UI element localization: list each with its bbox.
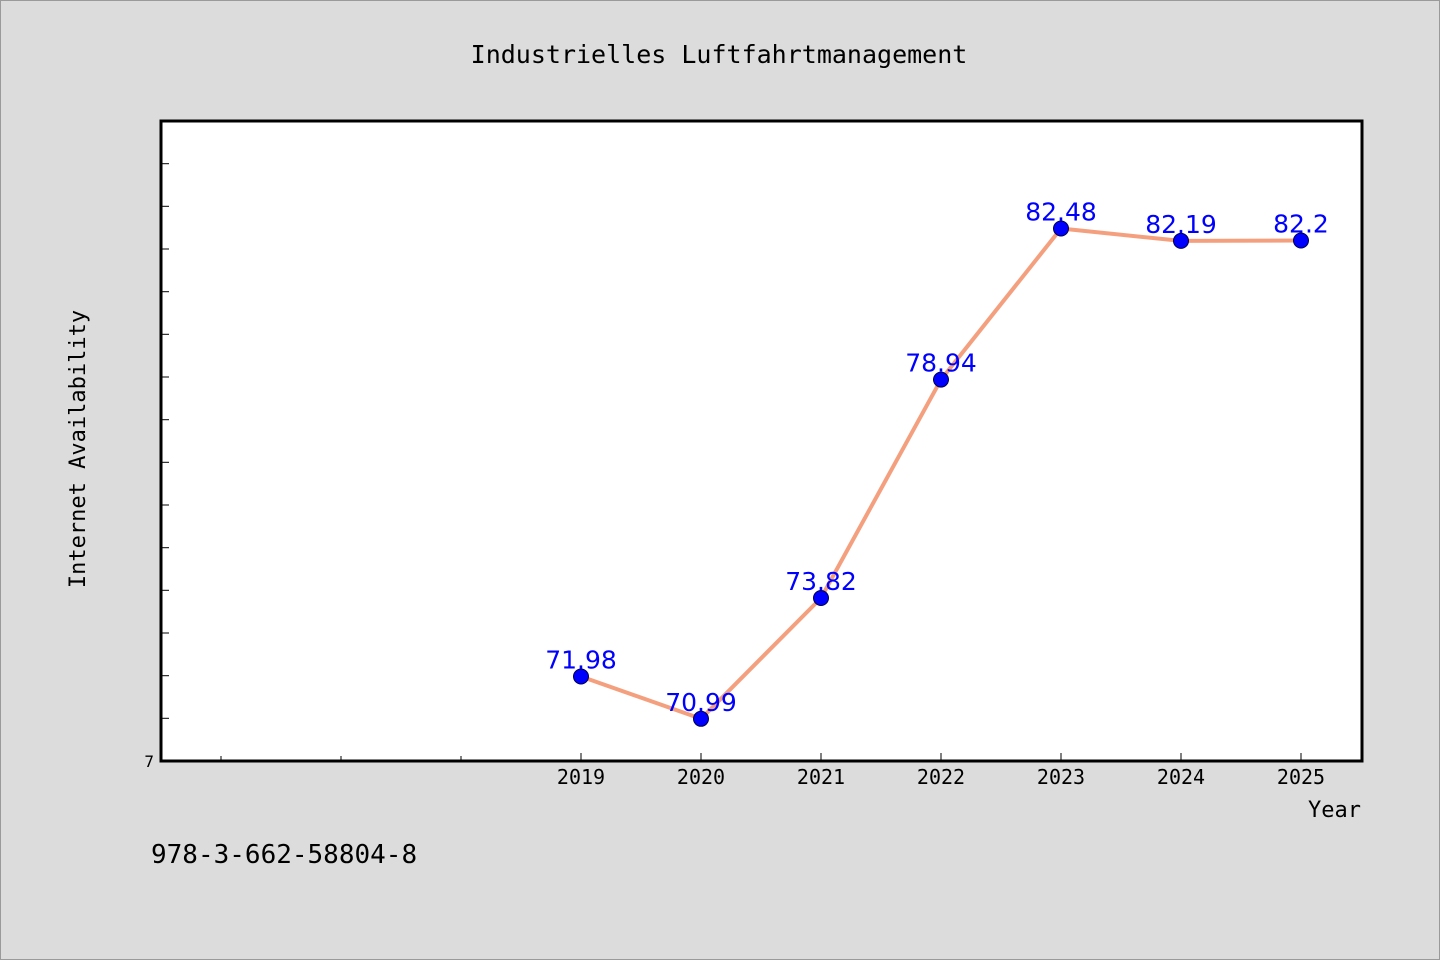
x-tick-label: 2022 [917, 765, 965, 789]
data-labels: 71.98 70.99 73.82 78.94 82.48 82.19 82.2 [545, 198, 1329, 717]
x-axis-label: Year [1308, 798, 1361, 823]
data-point [1173, 232, 1189, 249]
series-layer [573, 220, 1309, 727]
x-tick-label: 2020 [677, 765, 725, 789]
y-axis-label: Internet Availability [66, 310, 91, 588]
x-tick-label: 2019 [557, 765, 605, 789]
x-tick-label: 2025 [1277, 765, 1325, 789]
y-axis-ticks [161, 163, 169, 719]
x-tick-label: 2023 [1037, 765, 1085, 789]
data-label: 70.99 [665, 688, 737, 717]
data-point [693, 710, 709, 727]
data-label: 71.98 [545, 646, 617, 675]
y-tick-label: 7 [144, 752, 154, 771]
data-point [1293, 232, 1309, 249]
data-point [813, 590, 829, 606]
chart-title: Industrielles Luftfahrtmanagement [471, 40, 968, 69]
data-point [1053, 220, 1069, 237]
x-tick-label: 2021 [797, 765, 845, 789]
x-axis-ticks: 2019 2020 2021 2022 2023 2024 2025 [557, 753, 1325, 789]
data-label: 82.19 [1145, 210, 1217, 239]
data-label: 78.94 [905, 349, 977, 378]
plot-area [159, 119, 1364, 763]
data-label: 73.82 [785, 567, 857, 596]
x-axis-minor-ticks [220, 756, 462, 761]
data-point [933, 371, 949, 388]
isbn-annotation: 978-3-662-58804-8 [151, 840, 417, 870]
x-tick-label: 2024 [1157, 765, 1205, 789]
data-label: 82.48 [1025, 198, 1097, 227]
data-label: 82.2 [1273, 210, 1329, 239]
data-point [573, 668, 589, 685]
